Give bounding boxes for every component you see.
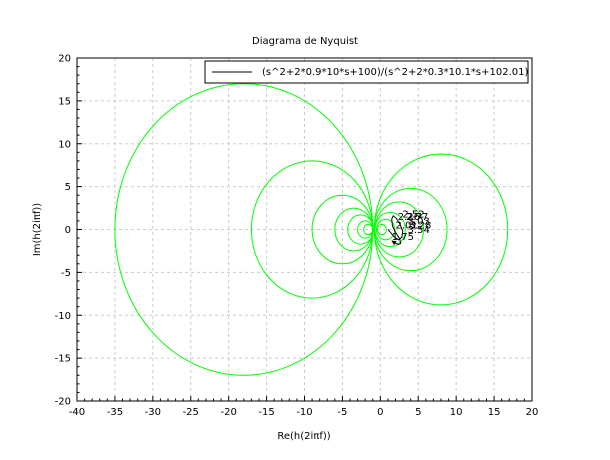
y-tick-label: -5: [61, 268, 71, 279]
y-tick-label: -20: [55, 397, 71, 408]
grid-lines: [76, 57, 533, 402]
y-tick-label: 20: [58, 54, 71, 65]
x-tick-label: 20: [526, 407, 539, 418]
hall-circles: [114, 83, 509, 376]
y-tick-label: 15: [58, 96, 71, 107]
y-tick-label: 5: [65, 182, 71, 193]
legend: (s^2+2*0.9*10*s+100)/(s^2+2*0.3*10.1*s+1…: [204, 60, 529, 84]
frequency-label: 2.26: [398, 212, 420, 223]
frequency-label: 2.77: [406, 212, 428, 223]
series-group: [387, 214, 404, 246]
x-tick-label: -20: [220, 407, 236, 418]
hall-circle: [114, 83, 374, 376]
hall-circle: [373, 187, 448, 272]
x-tick-label: -10: [296, 407, 312, 418]
x-tick-label: -5: [337, 407, 347, 418]
frequency-label: 2.52: [402, 209, 424, 220]
chart-title: Diagrama de Nyquist: [252, 36, 358, 47]
series-line: [387, 214, 404, 246]
x-tick-label: 0: [377, 407, 383, 418]
series-arrow: [391, 240, 397, 246]
hall-circle: [376, 223, 387, 236]
x-tick-label: 5: [415, 407, 421, 418]
x-tick-label: 15: [488, 407, 501, 418]
frequency-label: 1.75: [392, 232, 414, 243]
frequency-label: 3.03: [408, 216, 430, 227]
x-tick-label: -40: [69, 407, 85, 418]
frequency-label: 3.28: [409, 221, 431, 232]
hall-circle: [363, 223, 374, 236]
y-tick-label: 10: [58, 139, 71, 150]
hall-circle: [374, 211, 406, 248]
y-axis-label: Im(h(2iπf)): [32, 203, 43, 256]
x-tick-label: -15: [258, 407, 274, 418]
legend-box: [204, 60, 529, 84]
x-tick-label: -30: [145, 407, 161, 418]
x-tick-label: 10: [450, 407, 463, 418]
y-tick-label: -15: [55, 354, 71, 365]
x-tick-label: -25: [183, 407, 199, 418]
x-axis-label: Re(h(2iπf)): [277, 431, 330, 442]
x-tick-label: -35: [107, 407, 123, 418]
axis-ticks: -40 -35 -30 -25 -20 -15 -10 -5 0 5 10 15 20 20 15 10 5 0 -…: [55, 54, 539, 419]
legend-label: (s^2+2*0.9*10*s+100)/(s^2+2*0.3*10.1*s+1…: [262, 67, 529, 78]
frequency-label: 2.01: [396, 221, 418, 232]
hall-circle: [347, 214, 375, 245]
y-tick-label: -10: [55, 311, 71, 322]
frequency-label: 3.54: [408, 225, 430, 236]
point-labels: 2.012.262.522.773.033.283.541.75: [392, 209, 432, 242]
y-tick-label: 0: [65, 225, 71, 236]
